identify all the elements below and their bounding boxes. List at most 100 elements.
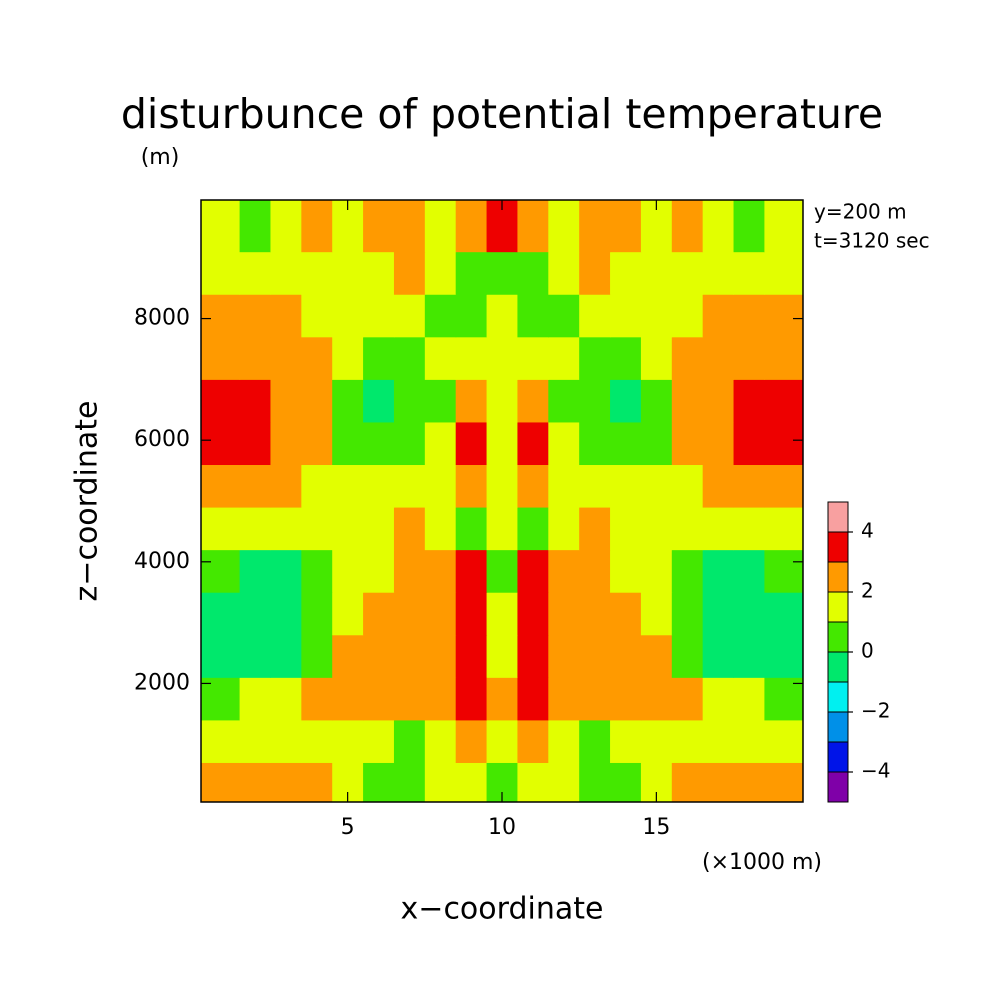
contour-cell <box>301 719 333 763</box>
contour-cell <box>301 762 333 803</box>
contour-cell <box>393 507 426 551</box>
y-tick-label: 4000 <box>134 549 190 574</box>
contour-cell <box>239 507 271 551</box>
contour-cell <box>733 421 765 466</box>
contour-cell <box>702 379 735 423</box>
contour-cell <box>517 549 549 593</box>
contour-cell <box>764 379 804 423</box>
contour-cell <box>702 464 735 508</box>
annotation: t=3120 sec <box>814 229 930 253</box>
contour-cell <box>424 421 457 466</box>
colorbar-tick-label: −4 <box>861 759 890 783</box>
contour-cell <box>671 251 704 295</box>
contour-cell <box>424 200 457 253</box>
chart-title: disturbunce of potential temperature <box>121 90 883 138</box>
contour-field <box>201 200 804 803</box>
x-tick-label: 5 <box>341 815 355 840</box>
contour-cell <box>393 634 426 678</box>
contour-cell <box>455 294 488 338</box>
contour-cell <box>332 507 364 551</box>
contour-cell <box>270 592 302 636</box>
contour-cell <box>455 634 488 678</box>
contour-cell <box>201 634 241 678</box>
contour-cell <box>610 200 642 253</box>
contour-cell <box>640 507 673 551</box>
contour-cell <box>363 592 395 636</box>
contour-cell <box>393 421 426 466</box>
colorbar-tick-label: −2 <box>861 699 890 723</box>
contour-cell <box>671 379 704 423</box>
contour-cell <box>579 464 611 508</box>
contour-cell <box>393 200 426 253</box>
contour-cell <box>764 507 804 551</box>
contour-cell <box>270 251 302 295</box>
contour-cell <box>363 294 395 338</box>
contour-cell <box>764 251 804 295</box>
contour-cell <box>610 294 642 338</box>
contour-cell <box>517 379 549 423</box>
contour-cell <box>455 200 488 253</box>
contour-cell <box>201 719 241 763</box>
axes: 5 10 15 2000 4000 6000 8000 −4 −2 0 2 4 <box>134 199 890 840</box>
contour-cell <box>702 719 735 763</box>
contour-cell <box>640 549 673 593</box>
contour-cell <box>579 677 611 721</box>
y-tick-label: 6000 <box>134 427 190 452</box>
contour-cell <box>239 294 271 338</box>
contour-cell <box>301 379 333 423</box>
contour-cell <box>239 421 271 466</box>
contour-cell <box>517 719 549 763</box>
contour-cell <box>579 762 611 803</box>
contour-cell <box>548 677 580 721</box>
contour-cell <box>201 294 241 338</box>
contour-cell <box>393 719 426 763</box>
contour-cell <box>239 592 271 636</box>
contour-cell <box>702 677 735 721</box>
contour-cell <box>486 634 518 678</box>
contour-cell <box>610 719 642 763</box>
contour-cell <box>733 507 765 551</box>
contour-cell <box>201 464 241 508</box>
contour-cell <box>301 200 333 253</box>
contour-cell <box>671 762 704 803</box>
contour-cell <box>733 634 765 678</box>
contour-cell <box>270 200 302 253</box>
colorbar-tick-label: 4 <box>861 519 874 543</box>
contour-cell <box>764 677 804 721</box>
contour-cell <box>455 336 488 380</box>
contour-cell <box>363 464 395 508</box>
contour-cell <box>517 200 549 253</box>
y-unit: (m) <box>141 145 180 170</box>
contour-cell <box>270 379 302 423</box>
contour-cell <box>671 200 704 253</box>
contour-cell <box>424 507 457 551</box>
contour-cell <box>332 634 364 678</box>
contour-cell <box>579 549 611 593</box>
contour-cell <box>239 762 271 803</box>
contour-cell <box>486 507 518 551</box>
contour-cell <box>733 592 765 636</box>
colorbar-band <box>827 711 849 743</box>
contour-cell <box>201 762 241 803</box>
contour-cell <box>733 677 765 721</box>
contour-cell <box>517 251 549 295</box>
contour-cell <box>640 677 673 721</box>
contour-cell <box>201 379 241 423</box>
colorbar-tick-label: 0 <box>861 639 874 663</box>
contour-cell <box>201 507 241 551</box>
contour-cell <box>363 719 395 763</box>
contour-cell <box>579 200 611 253</box>
contour-cell <box>332 719 364 763</box>
contour-cell <box>702 336 735 380</box>
contour-cell <box>640 464 673 508</box>
contour-cell <box>548 336 580 380</box>
contour-cell <box>640 592 673 636</box>
contour-cell <box>363 507 395 551</box>
contour-cell <box>764 719 804 763</box>
contour-cell <box>455 677 488 721</box>
y-axis-label: z−coordinate <box>70 401 105 602</box>
contour-cell <box>239 200 271 253</box>
contour-cell <box>301 677 333 721</box>
contour-cell <box>764 464 804 508</box>
contour-cell <box>579 251 611 295</box>
